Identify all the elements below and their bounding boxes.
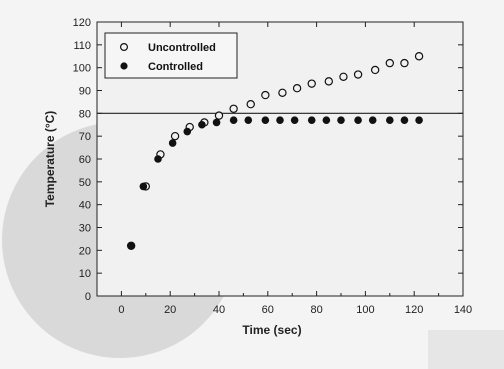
data-point-uncontrolled [400,58,409,68]
legend-marker-uncontrolled [119,42,128,51]
y-tick-label: 100 [73,63,91,75]
data-point-controlled [183,127,192,136]
y-tick-label: 120 [73,17,91,29]
x-tick-label: 140 [454,304,472,316]
y-tick-label: 90 [79,86,91,98]
data-point-uncontrolled [385,58,394,68]
y-tick-label: 60 [79,154,91,166]
data-point-controlled [261,116,270,124]
x-tick-label: 40 [213,304,225,316]
data-point-controlled [400,116,409,124]
data-point-uncontrolled [278,88,287,97]
y-tick-label: 20 [79,245,91,257]
y-axis-label: Temperature (°C) [43,111,57,208]
data-point-uncontrolled [324,77,333,86]
x-tick-label: 80 [310,304,322,316]
data-point-uncontrolled [246,99,255,109]
data-point-controlled [139,182,148,191]
y-tick-label: 110 [73,40,91,52]
data-point-uncontrolled [292,84,302,93]
data-point-uncontrolled [170,131,180,141]
x-tick-label: 20 [164,304,176,316]
y-tick-label: 80 [79,108,91,120]
legend-box [104,32,238,79]
data-point-controlled [354,116,362,124]
data-point-controlled [386,116,394,124]
data-point-uncontrolled [214,111,224,120]
legend: Uncontrolled Controlled [104,32,238,79]
data-point-uncontrolled [353,70,363,79]
data-point-controlled [198,120,206,129]
data-point-controlled [212,118,221,127]
background-watermark-block [428,330,504,369]
legend-label-controlled: Controlled [148,61,203,73]
data-point-uncontrolled [307,79,316,88]
data-point-controlled [154,155,162,163]
series-controlled [127,116,423,250]
data-point-controlled [127,241,135,250]
data-point-controlled [276,116,284,124]
data-point-controlled [290,116,299,124]
y-tick-label: 0 [85,291,91,303]
data-point-uncontrolled [370,65,380,75]
data-point-uncontrolled [229,104,238,113]
legend-marker-controlled [120,62,128,70]
data-point-controlled [307,116,316,124]
x-tick-label: 120 [405,304,423,316]
x-tick-label: 100 [356,304,374,316]
data-point-uncontrolled [339,72,348,82]
y-tick-label: 50 [79,177,91,189]
data-point-controlled [168,139,177,147]
x-tick-label: 0 [118,304,124,316]
data-point-controlled [415,116,423,124]
data-point-controlled [244,116,253,124]
y-tick-label: 30 [79,223,91,235]
y-tick-label: 70 [79,131,91,143]
x-tick-label: 60 [262,304,274,316]
data-point-controlled [337,116,345,124]
x-axis-label: Time (sec) [242,323,301,337]
legend-label-uncontrolled: Uncontrolled [148,42,216,54]
data-point-controlled [229,116,238,124]
data-point-uncontrolled [261,90,270,100]
data-point-uncontrolled [414,52,424,61]
y-tick-label: 40 [79,200,91,212]
data-point-controlled [322,116,331,124]
data-point-controlled [368,116,377,124]
y-tick-label: 10 [79,268,91,280]
